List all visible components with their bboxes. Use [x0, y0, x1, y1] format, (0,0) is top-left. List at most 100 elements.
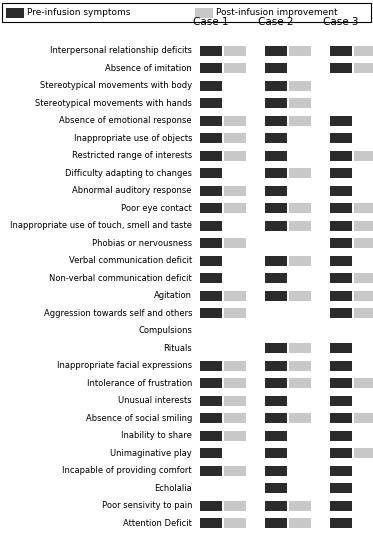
Bar	[200, 168, 222, 178]
Bar	[289, 501, 311, 511]
Bar	[265, 133, 287, 144]
Text: Absence of imitation: Absence of imitation	[105, 63, 192, 73]
Bar	[224, 396, 246, 406]
Bar	[330, 291, 352, 301]
Bar	[200, 221, 222, 231]
Bar	[289, 256, 311, 266]
Text: Pre-infusion symptoms: Pre-infusion symptoms	[27, 8, 131, 17]
Text: Stereotypical movements with body: Stereotypical movements with body	[40, 81, 192, 90]
Bar	[330, 273, 352, 283]
Bar	[330, 518, 352, 528]
Bar	[200, 81, 222, 91]
Bar	[354, 448, 373, 458]
Bar	[289, 291, 311, 301]
Bar	[200, 46, 222, 56]
Bar	[200, 133, 222, 144]
Bar	[354, 291, 373, 301]
Bar	[200, 466, 222, 476]
Bar	[265, 291, 287, 301]
Bar	[224, 46, 246, 56]
Bar	[200, 308, 222, 319]
Bar	[330, 343, 352, 353]
Bar	[200, 396, 222, 406]
Bar	[330, 133, 352, 144]
Bar	[224, 413, 246, 423]
Bar	[265, 343, 287, 353]
Bar	[330, 151, 352, 161]
Bar	[330, 238, 352, 248]
Bar	[265, 466, 287, 476]
Bar	[289, 98, 311, 108]
Bar	[224, 63, 246, 73]
Text: Inappropriate use of touch, smell and taste: Inappropriate use of touch, smell and ta…	[10, 221, 192, 230]
Bar	[200, 501, 222, 511]
Bar	[200, 431, 222, 440]
Bar	[265, 273, 287, 283]
Bar	[265, 98, 287, 108]
Bar	[200, 63, 222, 73]
Text: Absence of social smiling: Absence of social smiling	[86, 414, 192, 423]
Bar	[200, 413, 222, 423]
Bar	[224, 291, 246, 301]
Text: Inappropriate facial expressions: Inappropriate facial expressions	[57, 361, 192, 370]
Bar	[200, 116, 222, 126]
Bar	[265, 518, 287, 528]
Bar	[289, 378, 311, 388]
Bar	[200, 186, 222, 196]
Bar	[354, 151, 373, 161]
Bar	[224, 501, 246, 511]
Text: Stereotypical movements with hands: Stereotypical movements with hands	[35, 99, 192, 108]
Text: Rituals: Rituals	[163, 344, 192, 353]
Bar	[224, 308, 246, 319]
Bar	[330, 466, 352, 476]
Bar	[265, 186, 287, 196]
Bar	[330, 378, 352, 388]
Bar	[265, 81, 287, 91]
Text: Non-verbal communication deficit: Non-verbal communication deficit	[49, 274, 192, 283]
Bar	[265, 501, 287, 511]
Text: Interpersonal relationship deficits: Interpersonal relationship deficits	[50, 46, 192, 55]
Bar	[265, 151, 287, 161]
Text: Poor eye contact: Poor eye contact	[121, 204, 192, 213]
Bar	[224, 361, 246, 371]
Text: Absence of emotional response: Absence of emotional response	[59, 116, 192, 125]
Text: Poor sensivity to pain: Poor sensivity to pain	[101, 501, 192, 510]
Bar	[330, 186, 352, 196]
Bar	[330, 168, 352, 178]
Bar	[224, 518, 246, 528]
Bar	[289, 343, 311, 353]
Bar	[200, 448, 222, 458]
Bar	[354, 273, 373, 283]
Text: Verbal communication deficit: Verbal communication deficit	[69, 256, 192, 266]
Bar	[2, 3, 371, 22]
Text: Attention Deficit: Attention Deficit	[123, 519, 192, 528]
Text: Incapable of providing comfort: Incapable of providing comfort	[62, 466, 192, 475]
Bar	[224, 378, 246, 388]
Bar	[289, 361, 311, 371]
Bar	[265, 431, 287, 440]
Bar	[330, 501, 352, 511]
Bar	[289, 81, 311, 91]
Bar	[354, 238, 373, 248]
Bar	[224, 431, 246, 440]
Bar	[354, 308, 373, 319]
Bar	[200, 256, 222, 266]
Text: Abnormal auditory response: Abnormal auditory response	[72, 186, 192, 195]
Bar	[224, 133, 246, 144]
Bar	[265, 483, 287, 493]
Text: Restricted range of interests: Restricted range of interests	[72, 151, 192, 160]
Bar	[330, 448, 352, 458]
Bar	[224, 186, 246, 196]
Bar	[354, 46, 373, 56]
Bar	[224, 116, 246, 126]
Bar	[265, 221, 287, 231]
Text: Agitation: Agitation	[154, 291, 192, 300]
Bar	[200, 291, 222, 301]
Bar	[200, 378, 222, 388]
Text: Phobias or nervousness: Phobias or nervousness	[92, 239, 192, 248]
Text: Intolerance of frustration: Intolerance of frustration	[87, 379, 192, 388]
Bar	[354, 378, 373, 388]
Bar	[265, 63, 287, 73]
Bar	[200, 98, 222, 108]
Bar	[195, 8, 213, 18]
